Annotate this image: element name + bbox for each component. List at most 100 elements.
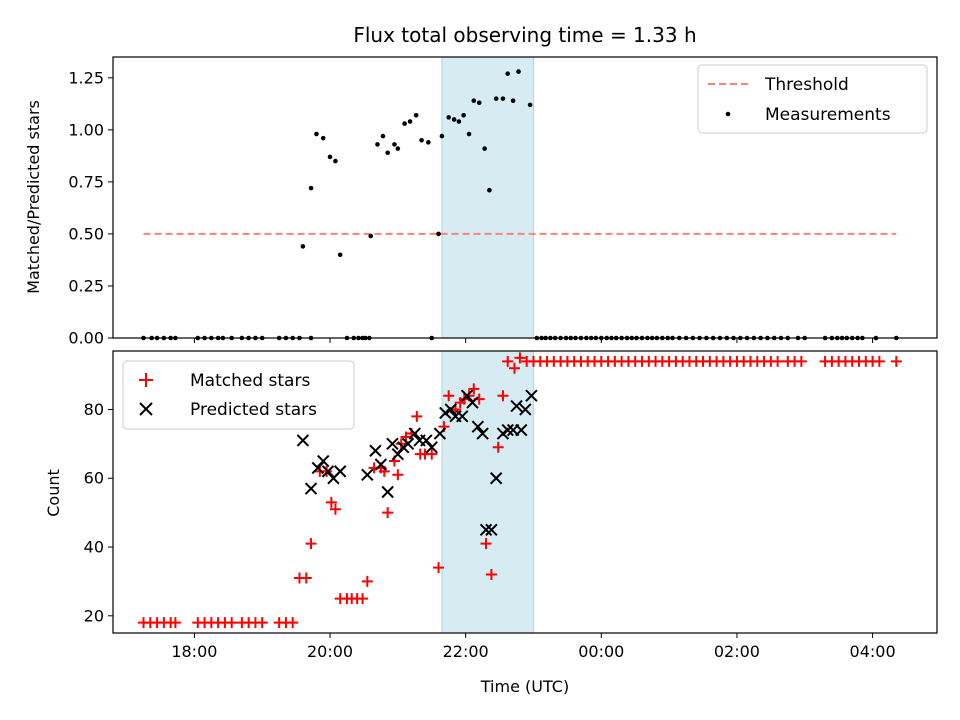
bottom-series-1-point-26	[471, 420, 485, 433]
chart-title: Flux total observing time = 1.33 h	[353, 23, 696, 47]
top-series-0-point-34	[368, 233, 374, 239]
top-legend: Threshold Measurements	[697, 64, 928, 134]
bottom-series-0-point-44	[426, 448, 438, 460]
top-legend-box	[697, 64, 928, 134]
bottom-x-tick-label: 20:00	[307, 642, 353, 661]
top-y-tick-label: 0.00	[68, 329, 104, 348]
bottom-x-tick-label: 22:00	[443, 642, 489, 661]
bottom-series-1-point-23	[456, 410, 469, 423]
bottom-shaded-span	[441, 350, 534, 634]
bottom-series-0-point-111	[890, 355, 902, 367]
top-series-0-point-52	[466, 131, 472, 137]
bottom-series-0-point-54	[480, 538, 492, 550]
bottom-series-0-point-55	[485, 569, 497, 581]
top-series-0-point-51	[461, 112, 466, 118]
bottom-y-tick-label: 20	[84, 606, 104, 625]
bottom-series-1-point-10	[381, 485, 394, 499]
bottom-series-0-point-56	[492, 441, 504, 453]
top-series-0-point-49	[451, 117, 457, 122]
bottom-series-0-point-45	[433, 562, 445, 574]
bottom-series-0-point-35	[382, 507, 394, 519]
bottom-x-tick-label: 18:00	[171, 642, 217, 661]
top-y-tick-label: 1.00	[68, 120, 104, 139]
legend-measurements-label: Measurements	[765, 105, 891, 125]
bottom-x-tick-label: 04:00	[850, 642, 896, 661]
bottom-series-1-point-8	[369, 444, 382, 457]
bottom-series-0-point-5	[169, 617, 181, 629]
bottom-x-tick-label: 02:00	[714, 642, 760, 661]
bottom-series-1-point-12	[391, 447, 405, 461]
bottom-series-1-point-9	[374, 458, 388, 471]
bottom-series-0-point-18	[287, 617, 299, 629]
bottom-series-1-point-28	[479, 523, 493, 537]
bottom-series-1-point-36	[519, 403, 532, 416]
bottom-series-0-point-24	[325, 496, 337, 508]
bottom-series-0-point-98	[772, 355, 784, 367]
bottom-series-1-point-29	[485, 523, 498, 537]
top-series-0-point-48	[446, 115, 452, 120]
top-series-0-point-57	[493, 96, 499, 101]
top-series-0-point-26	[333, 158, 338, 164]
bottom-series-1-point-27	[476, 427, 489, 440]
top-series-0-point-47	[439, 133, 445, 139]
bottom-series-0-point-60	[514, 352, 526, 364]
legend-threshold-label: Threshold	[764, 75, 849, 95]
bottom-series-0-point-37	[392, 469, 404, 481]
bottom-series-1-point-14	[401, 437, 415, 451]
bottom-series-0-point-41	[411, 410, 423, 422]
top-series-0-point-35	[375, 142, 380, 147]
bottom-x-tick-label: 00:00	[578, 642, 624, 661]
x-axis-label: Time (UTC)	[480, 677, 569, 696]
bottom-series-1-point-6	[333, 465, 347, 478]
bottom-series-1-point-30	[489, 472, 503, 485]
top-series-0-point-59	[505, 71, 511, 76]
top-series-0-point-43	[419, 137, 424, 143]
bottom-series-1-point-19	[433, 427, 447, 440]
top-series-0-point-38	[392, 142, 397, 147]
top-series-0-point-44	[426, 140, 431, 145]
top-series-0-point-61	[516, 69, 521, 74]
top-series-0-point-56	[487, 187, 492, 193]
bottom-series-1-point-24	[460, 389, 474, 402]
bottom-y-axis-label: Count	[44, 469, 63, 517]
bottom-series-1-point-34	[510, 399, 523, 413]
top-series-0-point-39	[395, 146, 401, 151]
top-series-0-point-55	[482, 146, 487, 151]
top-series-0-point-58	[500, 96, 506, 101]
bottom-series-0-point-110	[873, 355, 885, 367]
bottom-series-1-point-35	[515, 423, 528, 437]
top-panel: 0.00 0.25 0.50 0.75 1.00 1.25	[68, 56, 938, 348]
top-y-tick-label: 0.25	[68, 276, 104, 295]
top-shaded-span	[441, 56, 534, 339]
top-series-0-point-60	[510, 98, 516, 104]
top-y-tick-label: 0.50	[68, 224, 104, 243]
top-series-0-point-41	[407, 119, 413, 124]
top-series-0-point-21	[300, 244, 306, 249]
bottom-series-0-point-15	[256, 617, 268, 629]
legend-measurements-swatch	[725, 111, 731, 117]
bottom-series-1-point-18	[425, 441, 438, 454]
bottom-series-1-point-7	[361, 468, 374, 482]
bottom-series-0-point-25	[329, 503, 341, 515]
top-series-0-point-54	[476, 100, 482, 106]
bottom-series-1-point-1	[304, 482, 318, 495]
bottom-series-1-point-37	[525, 389, 538, 402]
top-series-0-point-22	[308, 185, 314, 191]
top-series-0-point-25	[327, 154, 333, 160]
bottom-series-1-point-20	[439, 406, 452, 420]
bottom-y-tick-label: 60	[84, 469, 104, 488]
legend-matched-label: Matched stars	[190, 371, 310, 391]
legend-predicted-label: Predicted stars	[190, 400, 317, 420]
bottom-series-0-point-52	[468, 383, 480, 395]
top-series-0-point-62	[527, 102, 533, 108]
bottom-series-0-point-101	[795, 355, 807, 367]
bottom-series-1-point-4	[321, 465, 335, 478]
bottom-legend: Matched stars Predicted stars	[122, 360, 355, 430]
bottom-series-1-point-11	[386, 437, 399, 451]
top-axes-frame	[112, 56, 938, 339]
bottom-axes-frame	[112, 350, 938, 634]
legend-predicted-swatch	[139, 402, 153, 416]
bottom-series-0-point-31	[361, 575, 373, 587]
bottom-series-1-point-3	[317, 454, 330, 468]
bottom-panel: 20 40 60 80 18:00 20:00 22:00 00:00 02:00 04:00	[84, 350, 938, 661]
